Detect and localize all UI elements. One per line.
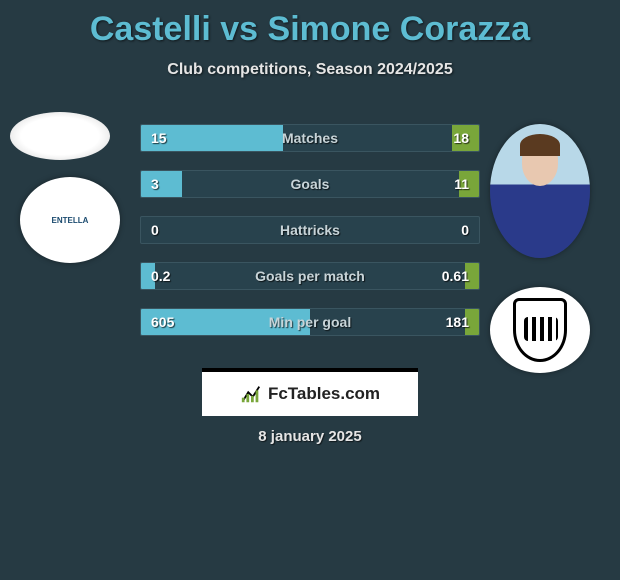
- logo-text: FcTables.com: [268, 384, 380, 404]
- stat-value-right: 18: [453, 130, 469, 146]
- stat-label: Goals per match: [141, 268, 479, 284]
- stat-value-right: 11: [454, 176, 469, 192]
- chart-icon: [240, 383, 262, 405]
- player-right-avatar: [490, 124, 590, 258]
- stat-label: Matches: [141, 130, 479, 146]
- stat-value-right: 181: [446, 314, 469, 330]
- subtitle: Club competitions, Season 2024/2025: [0, 61, 620, 79]
- player-left-club-badge: ENTELLA: [20, 177, 120, 263]
- stat-row: 0 Hattricks 0: [140, 216, 480, 244]
- page-title: Castelli vs Simone Corazza: [0, 0, 620, 49]
- stat-row: 3 Goals 11: [140, 170, 480, 198]
- stat-row: 15 Matches 18: [140, 124, 480, 152]
- stat-value-right: 0.61: [442, 268, 469, 284]
- club-left-label: ENTELLA: [52, 216, 89, 225]
- stat-value-right: 0: [461, 222, 469, 238]
- club-right-shield-icon: [513, 298, 567, 362]
- player-left-avatar: [10, 112, 110, 160]
- stat-label: Min per goal: [141, 314, 479, 330]
- date-label: 8 january 2025: [0, 428, 620, 445]
- stat-row: 0.2 Goals per match 0.61: [140, 262, 480, 290]
- stat-label: Goals: [141, 176, 479, 192]
- player-right-club-badge: [490, 287, 590, 373]
- stats-table: 15 Matches 18 3 Goals 11 0 Hattricks 0 0…: [140, 124, 480, 354]
- source-logo: FcTables.com: [202, 368, 418, 416]
- stat-label: Hattricks: [141, 222, 479, 238]
- stat-row: 605 Min per goal 181: [140, 308, 480, 336]
